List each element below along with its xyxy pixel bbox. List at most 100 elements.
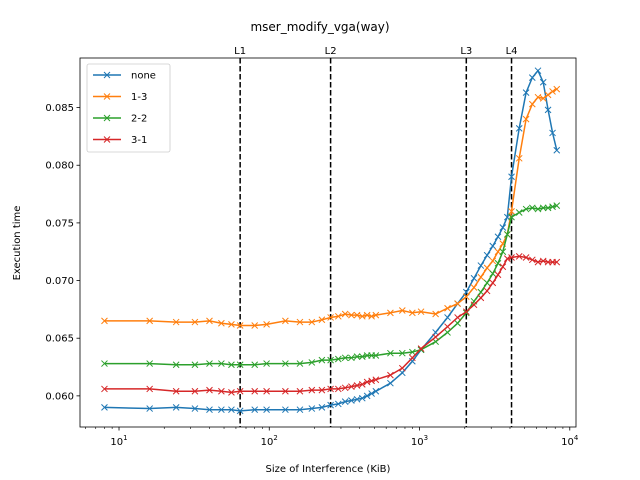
x-axis-label: Size of Interference (KiB)	[266, 464, 391, 475]
data-point	[444, 304, 451, 312]
data-point	[172, 318, 180, 326]
data-point	[358, 394, 366, 402]
y-tick-label: 0.075	[45, 218, 74, 229]
data-point	[522, 254, 530, 261]
data-point	[483, 264, 491, 272]
data-point	[191, 405, 199, 412]
data-point	[522, 205, 530, 213]
data-point	[191, 387, 199, 395]
data-point	[508, 213, 515, 221]
legend-marker	[103, 114, 111, 122]
data-point	[489, 279, 497, 287]
data-point	[334, 385, 342, 393]
data-point	[368, 312, 375, 320]
data-point	[470, 274, 478, 282]
data-point	[444, 329, 451, 336]
data-point	[101, 360, 108, 367]
data-point	[218, 406, 225, 414]
data-point	[101, 385, 108, 393]
data-point	[398, 364, 406, 372]
data-point	[515, 209, 523, 216]
data-point	[218, 360, 225, 367]
data-point	[534, 67, 542, 75]
data-point	[489, 270, 497, 277]
data-point	[470, 301, 478, 309]
data-point	[191, 361, 199, 369]
plot-area: 0.060 0.065 0.070 0.075 0.080 0.085 101 102 103 1…	[45, 46, 579, 448]
data-point	[368, 390, 375, 397]
y-tick-label: 0.070	[45, 276, 74, 287]
data-point	[251, 361, 259, 369]
data-point	[228, 321, 235, 328]
data-point	[282, 317, 289, 325]
data-point	[308, 405, 316, 412]
data-point	[553, 85, 561, 93]
data-point	[454, 314, 461, 321]
data-point	[528, 74, 536, 81]
data-point	[348, 311, 355, 319]
data-point	[398, 307, 406, 314]
data-point	[549, 203, 556, 211]
data-point	[236, 407, 244, 415]
data-point	[206, 317, 213, 325]
data-point	[553, 258, 561, 266]
data-point	[528, 100, 536, 108]
data-point	[206, 360, 213, 367]
data-point	[236, 361, 244, 369]
chart-title: mser_modify_vga(way)	[250, 20, 389, 34]
data-point	[191, 318, 199, 326]
data-point	[296, 406, 304, 414]
data-point	[341, 398, 349, 405]
legend	[86, 63, 171, 153]
data-point	[327, 314, 334, 321]
data-point	[409, 348, 416, 356]
data-point	[494, 248, 502, 256]
data-point	[228, 361, 235, 369]
data-point	[358, 380, 366, 388]
data-point	[553, 146, 561, 154]
legend-entry: 1-3	[131, 92, 147, 103]
data-point	[308, 386, 316, 394]
data-point	[544, 91, 552, 99]
data-point	[251, 322, 259, 329]
vline-label: L3	[460, 46, 472, 57]
data-point	[282, 387, 289, 395]
data-point	[318, 356, 326, 364]
data-point	[499, 248, 507, 256]
data-point	[282, 406, 289, 414]
data-point	[539, 204, 547, 212]
data-point	[462, 293, 470, 301]
data-point	[296, 318, 304, 326]
data-point	[206, 386, 213, 394]
data-point	[534, 93, 542, 101]
data-point	[263, 406, 270, 414]
data-point	[508, 173, 515, 181]
plot-frame	[79, 57, 577, 428]
data-point	[539, 78, 547, 86]
data-point	[534, 258, 542, 266]
data-point	[499, 224, 507, 231]
data-point	[489, 242, 497, 250]
vline-label: L4	[506, 46, 518, 57]
y-tick-label: 0.085	[45, 103, 74, 114]
data-point	[228, 406, 235, 414]
data-point	[334, 400, 342, 408]
data-point	[372, 311, 380, 319]
data-point	[409, 354, 416, 362]
y-axis-label: Execution time	[12, 206, 23, 281]
data-point	[494, 233, 502, 241]
data-point	[522, 115, 530, 123]
data-point	[334, 355, 342, 363]
data-point	[549, 129, 556, 137]
data-point	[206, 406, 213, 414]
data-point	[454, 319, 461, 327]
data-point	[146, 317, 154, 325]
data-point	[409, 309, 416, 317]
data-point	[499, 263, 507, 271]
data-point	[387, 349, 394, 357]
vline-label: L1	[234, 46, 246, 57]
data-point	[549, 88, 556, 95]
data-point	[483, 251, 491, 259]
y-tick-label: 0.065	[45, 334, 74, 345]
